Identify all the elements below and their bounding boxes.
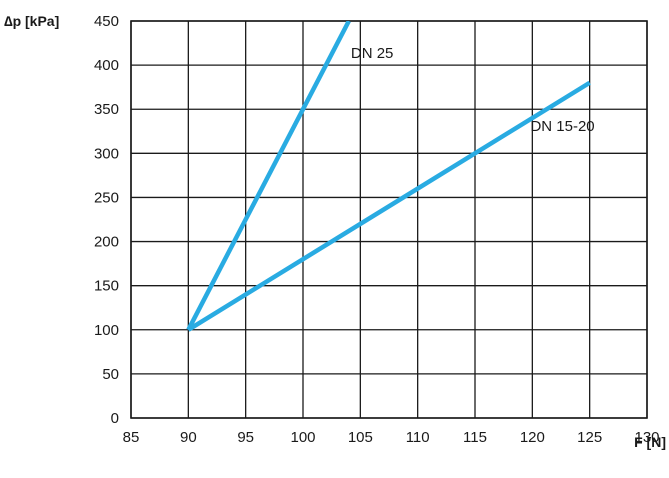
x-tick-label: 130 — [634, 429, 659, 446]
y-tick-label: 300 — [94, 145, 119, 162]
x-tick-label: 85 — [123, 429, 140, 446]
y-tick-label: 250 — [94, 189, 119, 206]
plot-frame — [130, 20, 648, 419]
y-tick-label: 0 — [111, 410, 119, 427]
series-line-0 — [186, 21, 351, 331]
y-tick-label: 50 — [102, 366, 119, 383]
grid — [130, 20, 648, 419]
y-tick-label: 400 — [94, 57, 119, 74]
series-labels: DN 25 DN 15-20 — [351, 45, 595, 135]
y-tick-label: 150 — [94, 278, 119, 295]
x-tick-label: 115 — [463, 429, 487, 446]
x-tick-label: 100 — [290, 429, 315, 446]
y-axis-title: ∆p [kPa] — [4, 13, 59, 29]
x-tick-labels: 85 90 95 100 105 110 115 120 125 130 — [123, 429, 660, 446]
series-lines — [186, 21, 591, 332]
x-tick-label: 95 — [237, 429, 254, 446]
y-tick-label: 350 — [94, 101, 119, 118]
y-tick-labels: 0 50 100 150 200 250 300 350 400 450 — [94, 13, 119, 427]
y-tick-label: 450 — [94, 13, 119, 30]
x-axis-title: F [N] — [634, 434, 666, 450]
x-tick-label: 120 — [520, 429, 545, 446]
y-tick-label: 200 — [94, 234, 119, 251]
series-line-1 — [187, 80, 591, 332]
series-label-0: DN 25 — [351, 45, 394, 62]
x-tick-label: 105 — [348, 429, 373, 446]
x-tick-label: 90 — [180, 429, 197, 446]
x-tick-label: 125 — [577, 429, 602, 446]
y-tick-label: 100 — [94, 322, 119, 339]
x-tick-label: 110 — [406, 429, 430, 446]
series-label-1: DN 15-20 — [530, 118, 594, 135]
